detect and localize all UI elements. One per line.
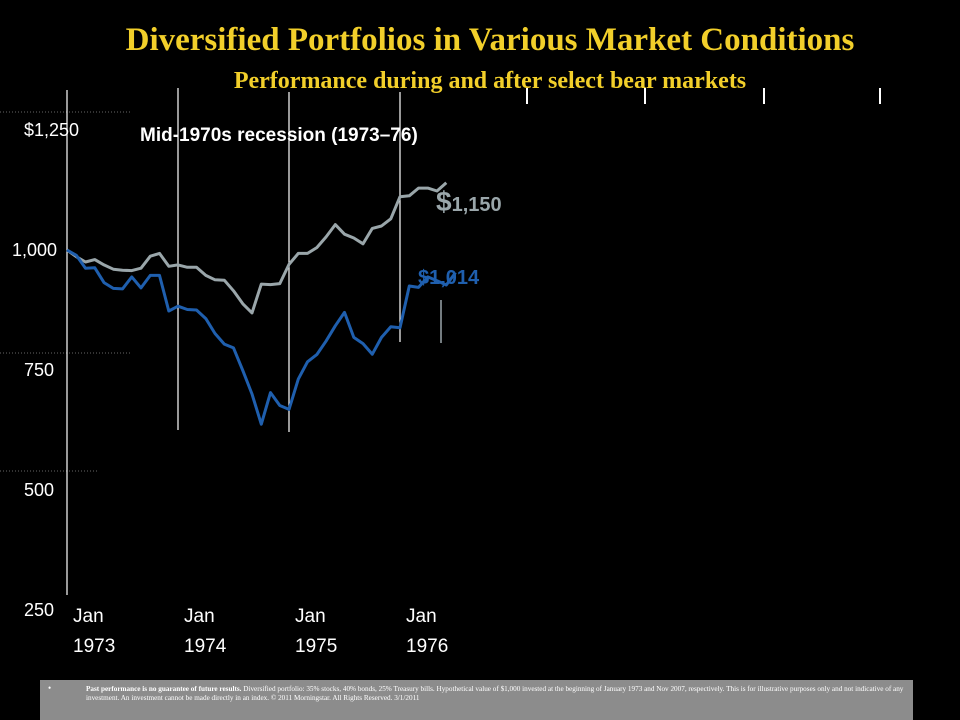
line-chart: $1,250 1,000 750 500 250 Jan 1973 Jan 1974 Jan 19… xyxy=(0,88,881,657)
x-tick-label-year: 1974 xyxy=(184,636,227,657)
y-axis-ticks: $1,250 1,000 750 500 250 xyxy=(12,120,79,620)
y-tick-label: 1,000 xyxy=(12,240,57,260)
footnote: • Past performance is no guarantee of fu… xyxy=(40,680,913,720)
x-tick-label-month: Jan xyxy=(295,606,326,627)
x-tick-label-month: Jan xyxy=(73,606,104,627)
end-label-blue: $1,014 xyxy=(418,267,480,289)
chart-series xyxy=(66,181,457,426)
footnote-disclaimer: Past performance is no guarantee of futu… xyxy=(86,685,242,693)
x-tick-label-year: 1976 xyxy=(406,636,448,657)
x-tick-label-month: Jan xyxy=(184,606,215,627)
end-label-gray: $1,150 xyxy=(436,186,502,217)
series-line-blue xyxy=(66,248,457,426)
x-tick-label-month: Jan xyxy=(406,606,437,627)
footnote-bullet: • xyxy=(48,683,52,693)
chart-heading: Mid-1970s recession (1973–76) xyxy=(140,125,418,146)
page-subtitle: Performance during and after select bear… xyxy=(233,68,747,94)
end-labels: $1,150 $1,014 xyxy=(418,186,502,343)
x-axis-ticks: Jan 1973 Jan 1974 Jan 1975 Jan 1976 xyxy=(73,606,448,657)
y-tick-label: 750 xyxy=(24,360,54,380)
x-tick-label-year: 1975 xyxy=(295,636,337,657)
footnote-text: Diversified portfolio: 35% stocks, 40% b… xyxy=(86,685,904,702)
y-tick-label: 250 xyxy=(24,600,54,620)
chart-grid xyxy=(66,88,401,595)
page-title: Diversified Portfolios in Various Market… xyxy=(125,22,855,58)
x-tick-label-year: 1973 xyxy=(73,636,115,657)
series-line-gray xyxy=(66,181,448,315)
chart-decorations xyxy=(0,88,881,472)
y-tick-label: 500 xyxy=(24,480,54,500)
y-tick-label: $1,250 xyxy=(24,120,79,140)
